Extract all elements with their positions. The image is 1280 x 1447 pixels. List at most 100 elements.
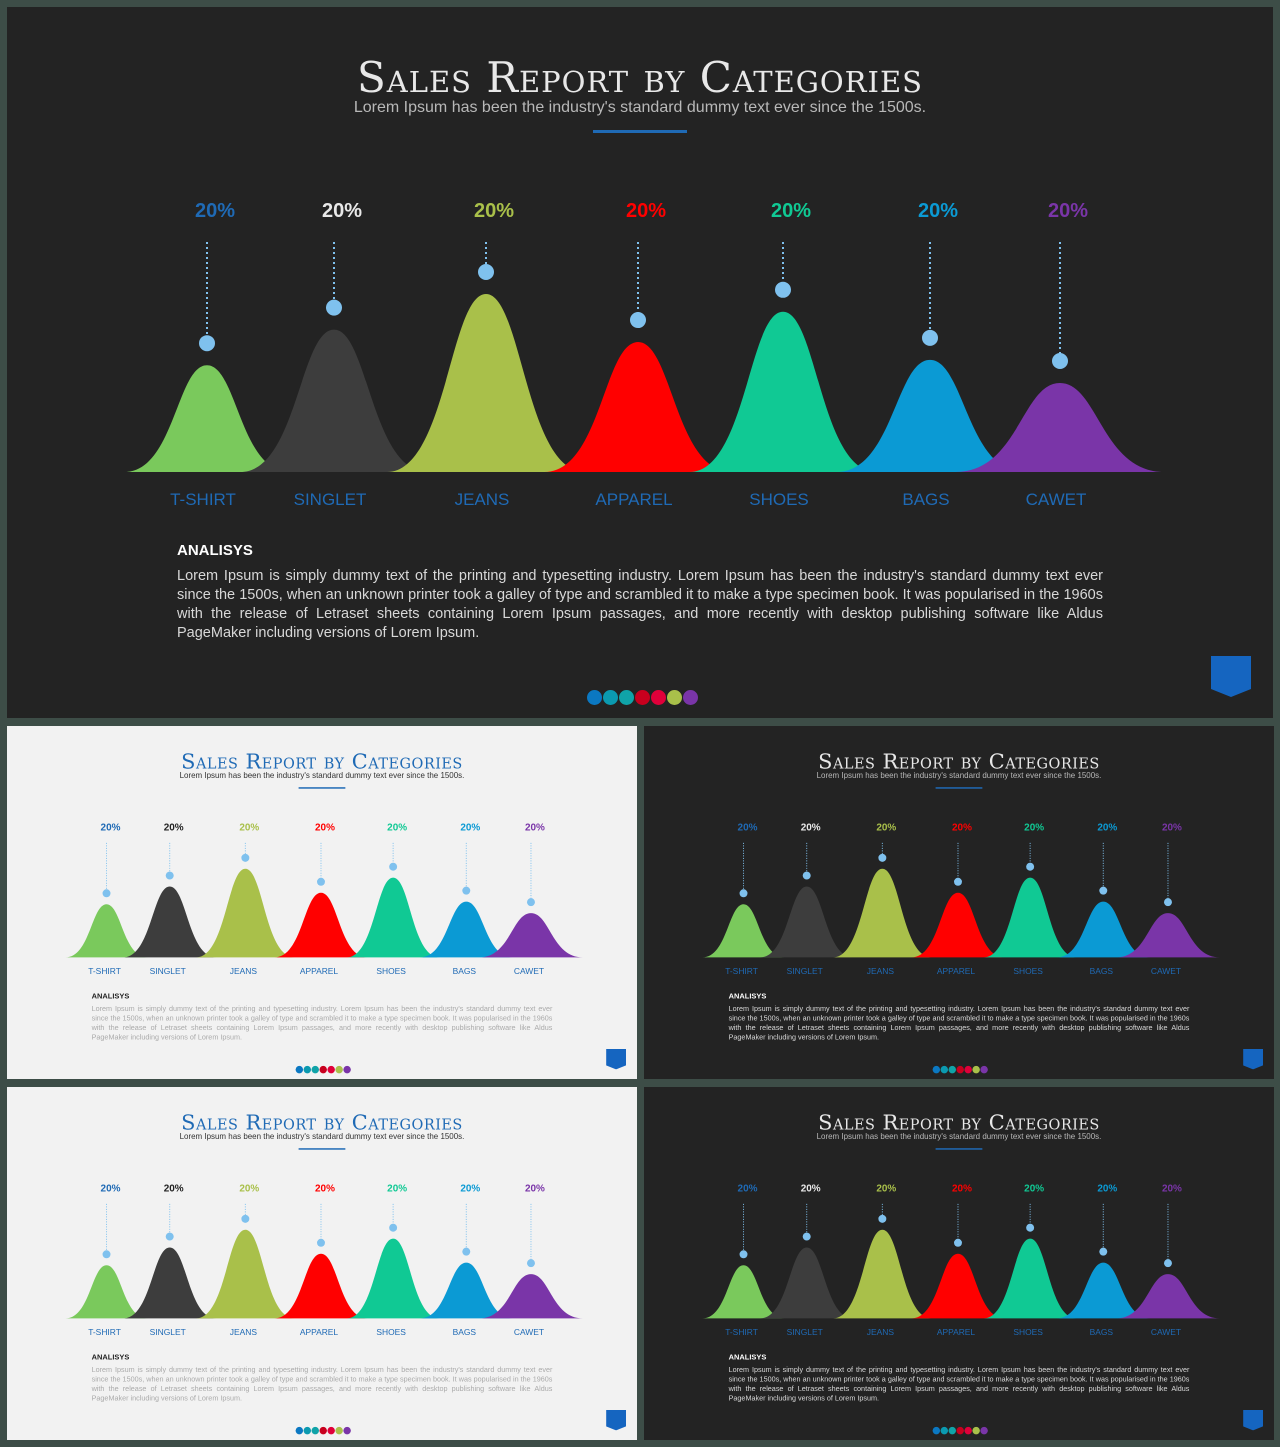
- marker-dot-jeans: [478, 264, 494, 280]
- analysis-paragraph: Lorem Ipsum is simply dummy text of the …: [728, 1366, 1190, 1403]
- color-dot: [635, 690, 650, 705]
- slide-thumbnail-light-2[interactable]: Sales Report by Categories Lorem Ipsum h…: [7, 1087, 637, 1440]
- curve-jeans: [196, 1229, 295, 1319]
- category-label-jeans: JEANS: [455, 490, 510, 509]
- analysis-paragraph: Lorem Ipsum is simply dummy text of the …: [91, 1366, 553, 1403]
- curve-apparel: [911, 892, 1005, 958]
- curve-shoes: [983, 877, 1077, 958]
- category-label-singlet: SINGLET: [150, 966, 186, 976]
- percent-label-bags: 20%: [1097, 1183, 1117, 1194]
- slide-thumbnail-light-1[interactable]: Sales Report by Categories Lorem Ipsum h…: [7, 726, 637, 1079]
- curve-t-shirt: [65, 904, 148, 958]
- curve-singlet: [123, 886, 217, 958]
- color-dot: [980, 1426, 988, 1435]
- curve-shoes: [346, 1238, 440, 1319]
- category-label-apparel: APPAREL: [937, 1327, 976, 1337]
- percent-label-jeans: 20%: [239, 822, 259, 833]
- bookmark-shape: [606, 1409, 627, 1431]
- marker-dot-jeans: [241, 853, 250, 862]
- marker-dot-t-shirt: [102, 889, 111, 898]
- color-dot: [932, 1065, 941, 1074]
- marker-dot-apparel: [954, 1238, 962, 1247]
- slide-title: Sales Report by Categories: [818, 1109, 1100, 1135]
- marker-dot-singlet: [802, 1232, 811, 1241]
- percent-label-shoes: 20%: [1024, 1183, 1044, 1194]
- category-label-singlet: SINGLET: [294, 490, 367, 509]
- slide-thumbnail-dark-1[interactable]: Sales Report by Categories Lorem Ipsum h…: [644, 726, 1274, 1079]
- color-dot: [619, 690, 634, 705]
- percent-label-t-shirt: 20%: [101, 1183, 121, 1194]
- color-dot: [311, 1426, 319, 1435]
- category-label-apparel: APPAREL: [595, 490, 672, 509]
- category-label-t-shirt: T-SHIRT: [88, 1327, 121, 1337]
- slide-title: Sales Report by Categories: [181, 748, 463, 774]
- title-underline: [935, 1148, 983, 1150]
- slide-thumbnail-dark-2[interactable]: Sales Report by Categories Lorem Ipsum h…: [644, 1087, 1274, 1440]
- percent-label-apparel: 20%: [626, 200, 666, 222]
- category-label-singlet: SINGLET: [787, 1327, 823, 1337]
- curve-shoes: [983, 1238, 1077, 1319]
- bookmark-icon: [1243, 1048, 1264, 1070]
- bookmark-shape: [1243, 1048, 1264, 1070]
- color-dot: [319, 1426, 327, 1435]
- curve-shoes: [346, 877, 440, 958]
- curve-bags: [1056, 901, 1150, 958]
- curve-apparel: [911, 1253, 1005, 1319]
- percent-label-cawet: 20%: [525, 822, 545, 833]
- title-underline: [298, 1148, 346, 1150]
- percent-label-shoes: 20%: [387, 822, 407, 833]
- slide-subtitle: Lorem Ipsum has been the industry's stan…: [353, 99, 927, 116]
- percent-label-bags: 20%: [1097, 822, 1117, 833]
- color-dot: [651, 690, 666, 705]
- marker-dot-singlet: [802, 871, 811, 880]
- curve-jeans: [833, 1229, 932, 1319]
- curve-singlet: [760, 886, 854, 958]
- marker-dot-cawet: [526, 1259, 535, 1268]
- marker-dot-t-shirt: [199, 335, 215, 352]
- marker-dot-shoes: [1026, 1223, 1035, 1232]
- color-dot: [964, 1426, 972, 1435]
- color-dot: [327, 1065, 335, 1074]
- percent-label-cawet: 20%: [1162, 1183, 1182, 1194]
- marker-dot-shoes: [1026, 862, 1035, 871]
- bookmark-icon: [1211, 656, 1251, 697]
- category-label-t-shirt: T-SHIRT: [170, 490, 236, 509]
- marker-dot-shoes: [389, 1223, 398, 1232]
- category-label-bags: BAGS: [453, 966, 477, 976]
- curve-t-shirt: [124, 365, 290, 472]
- curve-jeans: [833, 868, 932, 958]
- curve-cawet: [478, 913, 583, 958]
- category-label-bags: BAGS: [453, 1327, 477, 1337]
- curve-singlet: [123, 1247, 217, 1319]
- color-dot: [343, 1426, 351, 1435]
- slide-subtitle: Lorem Ipsum has been the industry's stan…: [179, 771, 465, 781]
- color-dot: [940, 1065, 949, 1074]
- color-dot: [327, 1426, 335, 1435]
- analysis-heading: ANALISYS: [177, 542, 253, 559]
- curve-apparel: [274, 1253, 368, 1319]
- marker-dot-singlet: [165, 1232, 174, 1241]
- marker-dot-bags: [462, 886, 471, 895]
- color-dot: [980, 1065, 988, 1074]
- curve-bags: [419, 1262, 513, 1319]
- category-label-cawet: CAWET: [514, 966, 544, 976]
- percent-label-shoes: 20%: [771, 200, 811, 222]
- color-dot: [295, 1426, 304, 1435]
- slide-title: Sales Report by Categories: [356, 53, 924, 102]
- category-label-bags: BAGS: [1090, 1327, 1114, 1337]
- color-dot: [948, 1426, 956, 1435]
- bookmark-icon: [1243, 1409, 1264, 1431]
- percent-label-singlet: 20%: [164, 1183, 184, 1194]
- color-dot: [948, 1065, 956, 1074]
- percent-label-apparel: 20%: [315, 822, 335, 833]
- category-label-shoes: SHOES: [376, 966, 406, 976]
- category-label-shoes: SHOES: [749, 490, 809, 509]
- color-dot: [972, 1426, 980, 1435]
- percent-label-shoes: 20%: [387, 1183, 407, 1194]
- category-label-cawet: CAWET: [1151, 1327, 1181, 1337]
- marker-dot-apparel: [317, 1238, 325, 1247]
- analysis-paragraph: Lorem Ipsum is simply dummy text of the …: [91, 1005, 553, 1042]
- percent-label-apparel: 20%: [315, 1183, 335, 1194]
- marker-dot-bags: [1099, 1247, 1108, 1256]
- marker-dot-singlet: [326, 299, 342, 316]
